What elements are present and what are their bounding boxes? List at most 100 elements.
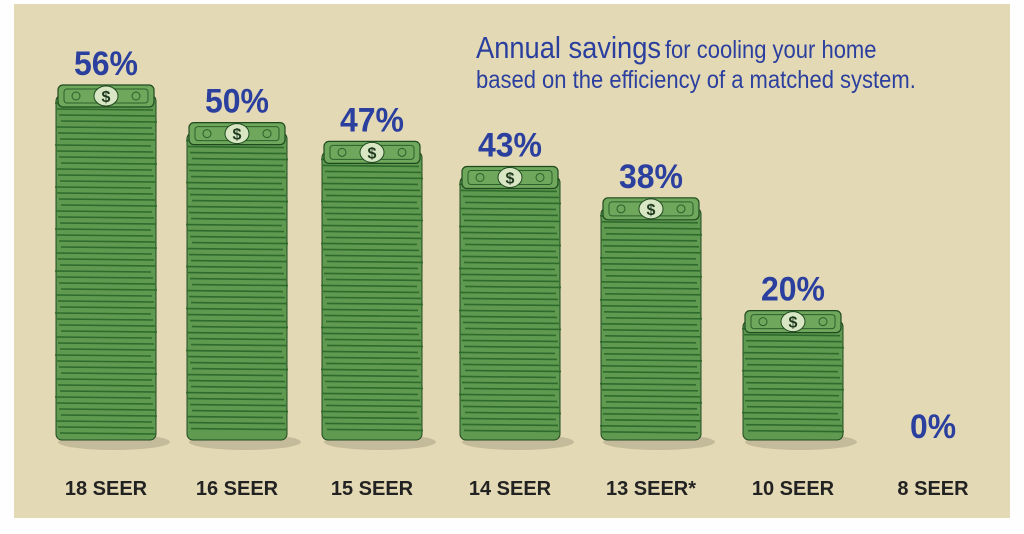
bill-edge xyxy=(323,398,421,402)
bill-edge xyxy=(55,420,153,423)
bill-edge xyxy=(326,428,424,432)
bill-edge xyxy=(605,401,703,404)
bill-edge xyxy=(744,357,842,361)
bill-edge xyxy=(460,357,558,361)
bill-edge xyxy=(324,254,422,258)
bill-edge xyxy=(56,360,154,363)
bill-edge xyxy=(189,193,287,197)
bill-edge xyxy=(320,284,418,288)
bill-edge xyxy=(323,272,421,276)
bill-edge xyxy=(599,425,697,428)
bill-stack: $ xyxy=(320,140,436,450)
bill-edge xyxy=(744,399,842,403)
value-label: 38% xyxy=(619,158,683,196)
bill-edge xyxy=(464,369,562,373)
bill-edge xyxy=(325,236,423,240)
bill-edge xyxy=(464,411,562,415)
bill-edge xyxy=(603,227,701,230)
bill-edge xyxy=(58,324,156,327)
bill-edge xyxy=(461,213,559,217)
bill-edge xyxy=(185,265,283,269)
bill-edge xyxy=(58,198,156,201)
bill-edge xyxy=(603,395,701,398)
bill-edge xyxy=(56,234,154,237)
bill-edge xyxy=(321,182,419,186)
bill-edge xyxy=(323,356,421,360)
bill-edge xyxy=(189,235,287,239)
bill-edge xyxy=(191,283,289,287)
bill-edge xyxy=(56,318,154,321)
bill-seal-right xyxy=(676,204,686,214)
bill-edge xyxy=(320,200,418,204)
bill-edge xyxy=(191,199,289,203)
bill-edge xyxy=(602,287,700,290)
bill-seal-right xyxy=(131,91,141,101)
bill-edge xyxy=(185,349,283,353)
bill-edge xyxy=(741,369,839,373)
bill-edge xyxy=(187,271,285,275)
dollar-icon: $ xyxy=(647,202,656,219)
bill-edge xyxy=(185,223,283,227)
bill-edge xyxy=(185,181,283,185)
bill-edge xyxy=(185,307,283,311)
bill-edge xyxy=(188,169,286,173)
bill-edge xyxy=(604,335,702,338)
bill-edge xyxy=(747,345,845,349)
dollar-icon: $ xyxy=(789,315,798,332)
bill-edge xyxy=(458,267,556,271)
bill-edge xyxy=(604,293,702,296)
bill-edge xyxy=(187,355,285,359)
category-label: 15 SEER xyxy=(331,478,414,500)
bill-seal-right xyxy=(397,147,407,157)
bill-edge xyxy=(601,305,699,308)
bill-edge xyxy=(190,301,288,305)
bill-edge xyxy=(742,393,840,397)
bill-edge xyxy=(55,252,153,255)
bill-edge xyxy=(745,381,843,385)
bill-edge xyxy=(322,206,420,210)
bill-edge xyxy=(60,288,158,291)
bill-stack: $ xyxy=(599,197,715,450)
bill-edge xyxy=(605,359,703,362)
bill-edge xyxy=(742,351,840,355)
bill-edge xyxy=(58,114,156,117)
dollar-icon: $ xyxy=(233,127,242,144)
bill-edge xyxy=(59,306,157,309)
bill-edge xyxy=(464,243,562,247)
bill-edge xyxy=(459,375,557,379)
bill-edge xyxy=(463,387,561,391)
bill-edge xyxy=(189,151,287,155)
bill-edge xyxy=(600,323,698,326)
bill-stack: $ xyxy=(54,84,170,450)
bill-edge xyxy=(55,210,153,213)
bill-edge xyxy=(186,373,284,377)
bill-edge xyxy=(191,157,289,161)
bill-edge xyxy=(320,410,418,414)
bill-edge xyxy=(743,417,841,421)
bill-edge xyxy=(461,339,559,343)
bill-edge xyxy=(461,423,559,427)
bill-edge xyxy=(605,275,703,278)
bill-edge xyxy=(59,264,157,267)
bill-edge xyxy=(601,431,699,434)
bill-edge xyxy=(60,330,158,333)
bill-edge xyxy=(57,300,155,303)
bill-edge xyxy=(463,429,561,433)
bill-edge xyxy=(322,248,420,252)
bill-edge xyxy=(322,416,420,420)
chart-title: Annual savings for cooling your home bas… xyxy=(476,30,916,94)
bill-edge xyxy=(743,333,841,337)
bill-edge xyxy=(324,212,422,216)
bill-edge xyxy=(54,354,152,357)
bill-edge xyxy=(747,429,845,433)
bill-edge xyxy=(55,336,153,339)
bill-edge xyxy=(190,217,288,221)
bill-edge xyxy=(602,413,700,416)
bill-edge xyxy=(599,341,697,344)
bill-edge xyxy=(186,247,284,251)
bill-edge xyxy=(746,405,844,409)
bill-edge xyxy=(460,231,558,235)
bill-edge xyxy=(60,162,158,165)
dollar-icon: $ xyxy=(368,145,377,162)
bill-edge xyxy=(186,205,284,209)
